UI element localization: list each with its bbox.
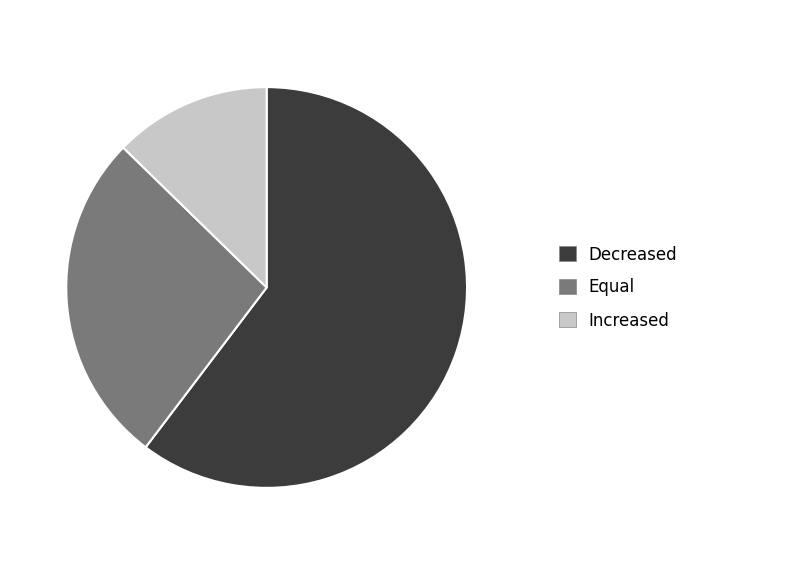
Wedge shape bbox=[123, 87, 267, 288]
Legend: Decreased, Equal, Increased: Decreased, Equal, Increased bbox=[550, 237, 686, 338]
Wedge shape bbox=[145, 87, 467, 488]
Wedge shape bbox=[66, 148, 267, 447]
